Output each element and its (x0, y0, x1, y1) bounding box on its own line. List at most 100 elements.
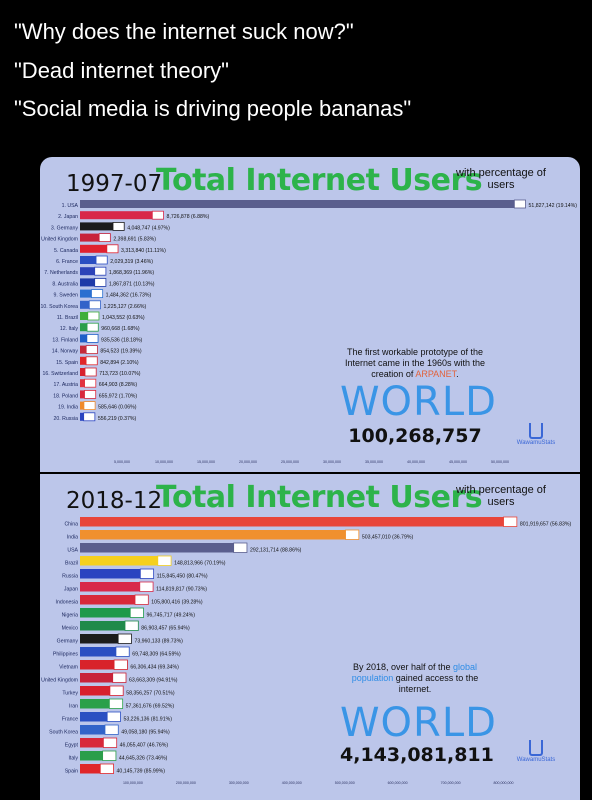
x-tick-label: 600,000,000 (388, 781, 408, 785)
bar (80, 647, 117, 657)
x-tick-label: 5,000,000 (114, 460, 130, 464)
x-tick-label: 300,000,000 (229, 781, 249, 785)
bar (80, 312, 89, 320)
bar (80, 712, 109, 722)
value-label: 46,055,407 (46.76%) (120, 743, 169, 749)
x-tick-label: 400,000,000 (282, 781, 302, 785)
flag-icon (83, 401, 96, 411)
country-label: 13. Finland (52, 337, 78, 343)
bar (80, 517, 505, 527)
country-label: Spain (65, 769, 78, 775)
x-tick-label: 700,000,000 (441, 781, 461, 785)
x-tick-label: 25,000,000 (281, 460, 299, 464)
world-label: WORLD (340, 700, 497, 746)
country-label: 14. Norway (52, 349, 79, 355)
country-label: China (64, 522, 78, 528)
country-label: 17. Austria (53, 382, 78, 388)
x-tick-label: 15,000,000 (197, 460, 215, 464)
value-label: 1,043,552 (0.63%) (102, 315, 145, 321)
value-label: 556,219 (0.37%) (98, 416, 137, 422)
country-label: Philippines (53, 652, 78, 658)
value-label: 40,145,739 (85.99%) (117, 769, 166, 775)
bar (80, 323, 89, 332)
year-range-label: 2018-12 (66, 488, 163, 514)
bar (80, 211, 154, 220)
x-tick-label: 20,000,000 (239, 460, 257, 464)
country-label: 4. United Kingdom (40, 237, 78, 243)
x-tick-label: 200,000,000 (176, 781, 196, 785)
country-label: Mexico (62, 626, 79, 632)
bar (80, 530, 347, 540)
flag-icon (513, 199, 526, 209)
flag-icon (139, 568, 155, 579)
bar (80, 751, 104, 761)
bar (80, 569, 142, 579)
value-label: 96,745,717 (49.24%) (147, 613, 196, 619)
value-label: 63,663,309 (94.91%) (129, 678, 178, 684)
x-tick-label: 100,000,000 (123, 781, 143, 785)
caption-line-1: "Why does the internet suck now?" (14, 19, 354, 44)
annotation-highlight: ARPANET (415, 369, 457, 379)
value-label: 73,960,133 (89.73%) (134, 639, 183, 645)
country-label: Germany (57, 639, 79, 645)
bar (80, 345, 88, 354)
logo: WawamuStats (516, 740, 556, 763)
bar (80, 673, 114, 683)
value-label: 1,484,362 (16.73%) (106, 293, 152, 299)
bar (80, 379, 86, 388)
bar-chart-2018: China 801,919,657 (56.83%) India 503,457,01… (41, 516, 572, 785)
flag-icon (345, 529, 360, 540)
value-label: 114,819,817 (90.73%) (156, 587, 207, 593)
country-label: United Kingdom (41, 678, 78, 684)
country-label: 5. Canada (54, 248, 78, 254)
country-label: 19. India (58, 405, 78, 411)
chart-subtitle: with percentage of users (456, 167, 546, 191)
bar (80, 556, 159, 566)
world-total: 4,143,081,811 (340, 744, 494, 766)
flag-icon (106, 711, 121, 722)
flag-icon (84, 389, 97, 399)
x-tick-label: 800,000,000 (494, 781, 514, 785)
flag-icon (94, 278, 107, 287)
flag-icon (95, 255, 108, 265)
country-label: 11. Brazil (57, 315, 78, 321)
value-label: 503,457,010 (36.79%) (362, 535, 414, 541)
value-label: 801,919,657 (56.83%) (520, 522, 572, 528)
country-label: 16. Switzerland (43, 371, 79, 377)
flag-icon (85, 356, 98, 366)
country-label: Indonesia (56, 600, 79, 606)
x-tick-label: 10,000,000 (155, 460, 173, 464)
country-label: Turkey (62, 691, 78, 697)
country-label: 2. Japan (58, 214, 78, 220)
logo: WawamuStats (516, 423, 556, 446)
country-label: 18. Poland (53, 393, 78, 399)
flag-icon (503, 516, 518, 527)
country-label: Italy (68, 756, 78, 762)
chart-panel-1997: 1997-07 Total Internet Users with percen… (40, 157, 580, 472)
flag-icon (102, 737, 118, 748)
bar (80, 738, 105, 748)
flag-icon (104, 724, 119, 735)
bar (80, 543, 235, 553)
country-label: 15. Spain (56, 360, 78, 366)
year-range-label: 1997-07 (66, 171, 163, 197)
x-tick-label: 50,000,000 (491, 460, 509, 464)
value-label: 1,867,871 (10.13%) (109, 281, 155, 287)
bar (80, 289, 93, 298)
value-label: 935,536 (18.18%) (101, 337, 143, 343)
flag-icon (99, 763, 114, 774)
value-label: 49,058,180 (95.94%) (121, 730, 170, 736)
bar (80, 686, 111, 696)
flag-icon (117, 633, 132, 644)
value-label: 292,131,714 (88.86%) (250, 548, 302, 554)
x-tick-label: 40,000,000 (407, 460, 425, 464)
country-label: India (67, 535, 78, 541)
world-total: 100,268,757 (348, 425, 482, 447)
bar (80, 390, 86, 399)
world-label: WORLD (340, 379, 497, 425)
bar (80, 621, 127, 631)
flag-icon (112, 672, 127, 683)
flag-icon (233, 542, 248, 553)
x-tick-label: 500,000,000 (335, 781, 355, 785)
country-label: 3. Germany (51, 225, 79, 231)
